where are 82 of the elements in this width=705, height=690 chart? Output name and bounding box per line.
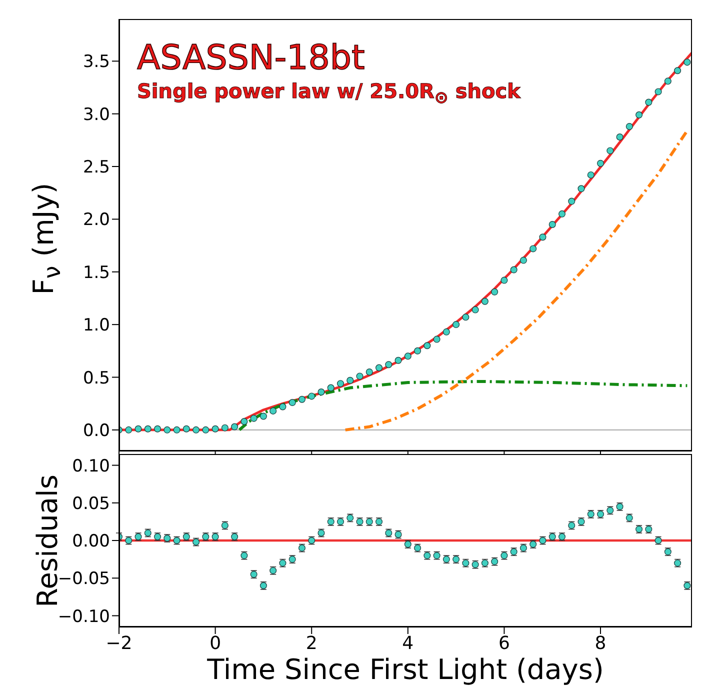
point bbox=[221, 424, 228, 432]
point bbox=[587, 171, 594, 178]
point bbox=[336, 380, 344, 388]
point bbox=[144, 425, 152, 432]
point bbox=[134, 425, 142, 432]
x-tick-label: 4 bbox=[402, 632, 414, 654]
point bbox=[125, 426, 132, 434]
point bbox=[645, 98, 652, 106]
point bbox=[240, 418, 248, 425]
y-tick-label: 3.0 bbox=[82, 104, 110, 125]
point bbox=[530, 245, 537, 252]
point bbox=[520, 256, 527, 264]
point bbox=[578, 185, 585, 192]
point bbox=[424, 342, 431, 350]
line-series bbox=[344, 129, 689, 432]
point bbox=[664, 78, 672, 85]
point bbox=[182, 425, 190, 432]
point bbox=[684, 58, 691, 66]
y-tick-label: 1.0 bbox=[82, 316, 110, 336]
point bbox=[462, 314, 470, 321]
point bbox=[597, 160, 604, 167]
point bbox=[442, 328, 450, 336]
point bbox=[481, 298, 488, 305]
point bbox=[539, 234, 546, 241]
point bbox=[510, 266, 518, 274]
point bbox=[558, 210, 566, 218]
point bbox=[318, 388, 325, 396]
y-tick-label: −0.05 bbox=[58, 569, 110, 590]
point bbox=[452, 321, 460, 328]
point bbox=[491, 288, 498, 296]
y-tick-label: 2.0 bbox=[82, 210, 110, 230]
point bbox=[288, 399, 296, 406]
x-axis-title: Time Since First Light (days) bbox=[206, 653, 605, 687]
point bbox=[250, 414, 258, 422]
point bbox=[260, 412, 267, 420]
y-tick-label: 1.5 bbox=[82, 262, 110, 283]
y-tick-label: 0.10 bbox=[72, 456, 110, 476]
y-tick-label: 0.0 bbox=[82, 420, 110, 441]
point bbox=[394, 356, 402, 364]
point bbox=[154, 425, 162, 432]
point bbox=[366, 368, 373, 376]
y-tick-label: 0.5 bbox=[82, 368, 110, 388]
point bbox=[414, 347, 422, 354]
point bbox=[270, 407, 277, 414]
y-tick-label: −0.10 bbox=[58, 606, 110, 627]
text: ASASSN-18bt bbox=[137, 38, 365, 78]
x-tick-label: 8 bbox=[594, 632, 606, 654]
point bbox=[327, 384, 334, 392]
point bbox=[202, 426, 210, 434]
x-tick-label: −2 bbox=[106, 632, 132, 654]
x-tick-label: 2 bbox=[306, 632, 318, 654]
point bbox=[298, 396, 306, 403]
point bbox=[433, 336, 440, 343]
text: Single power law w/ 25.0R$_{⊙}$ shock bbox=[137, 79, 520, 107]
point bbox=[164, 426, 171, 434]
point bbox=[192, 426, 200, 434]
point bbox=[568, 198, 576, 205]
point bbox=[636, 111, 643, 118]
point bbox=[231, 423, 238, 430]
point bbox=[173, 426, 180, 434]
point bbox=[356, 372, 364, 380]
point bbox=[385, 361, 392, 368]
point bbox=[654, 88, 662, 96]
point bbox=[606, 147, 614, 154]
point bbox=[212, 425, 219, 432]
y-tick-label: 2.5 bbox=[82, 158, 110, 178]
y-tick-label: 0.00 bbox=[72, 532, 110, 552]
point bbox=[500, 276, 508, 284]
point bbox=[616, 134, 624, 141]
point bbox=[472, 306, 479, 314]
y-tick-label: 3.5 bbox=[82, 52, 110, 72]
point bbox=[626, 122, 633, 130]
point bbox=[346, 376, 354, 384]
point bbox=[308, 392, 316, 400]
point bbox=[279, 403, 286, 410]
x-tick-label: 0 bbox=[210, 632, 222, 654]
point bbox=[404, 352, 412, 360]
point bbox=[376, 364, 383, 372]
point bbox=[548, 220, 556, 228]
point bbox=[674, 67, 682, 74]
x-tick-label: 6 bbox=[498, 632, 510, 654]
y-tick-label: 0.05 bbox=[72, 494, 110, 514]
